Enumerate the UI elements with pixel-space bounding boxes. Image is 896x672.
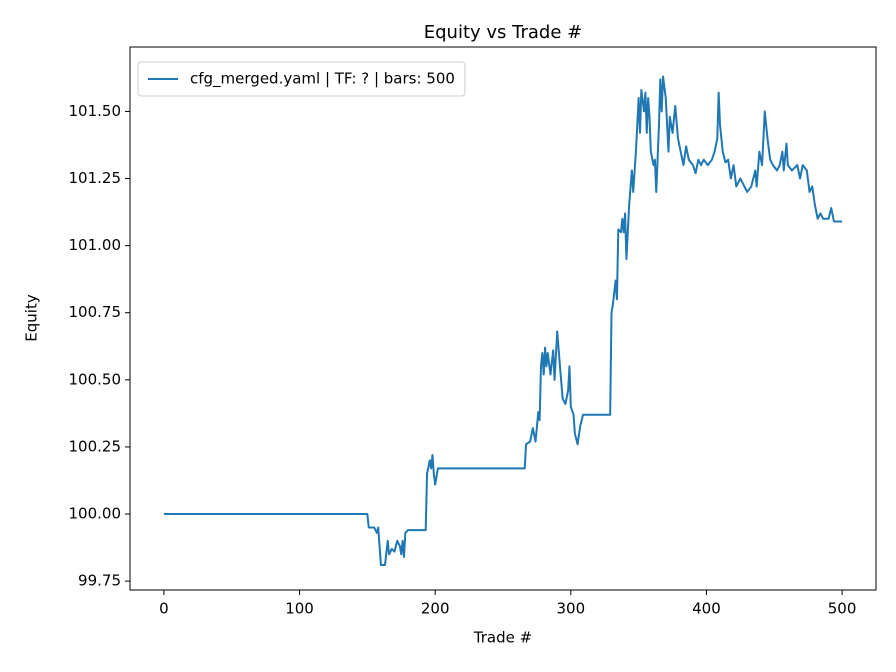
x-tick-label: 400	[692, 600, 721, 618]
legend-label: cfg_merged.yaml | TF: ? | bars: 500	[190, 70, 455, 89]
x-tick-label: 200	[421, 600, 450, 618]
x-tick-label: 500	[828, 600, 857, 618]
legend-box	[137, 61, 466, 97]
y-tick-label: 101.50	[69, 102, 122, 120]
y-tick-label: 100.50	[69, 370, 122, 388]
y-axis-label: Equity	[23, 294, 41, 342]
x-axis-label: Trade #	[473, 629, 532, 647]
y-tick-label: 101.00	[69, 236, 122, 254]
y-tick-label: 100.00	[69, 505, 122, 523]
y-tick-label: 100.75	[69, 303, 122, 321]
x-tick-label: 100	[285, 600, 314, 618]
chart-title: Equity vs Trade #	[424, 22, 582, 43]
plot-frame	[129, 46, 877, 591]
y-tick-label: 100.25	[69, 437, 122, 455]
line-series	[163, 75, 843, 567]
x-tick-label: 0	[159, 600, 169, 618]
y-tick-label: 101.25	[69, 169, 122, 187]
y-tick-label: 99.75	[78, 572, 121, 590]
x-tick-label: 300	[556, 600, 585, 618]
